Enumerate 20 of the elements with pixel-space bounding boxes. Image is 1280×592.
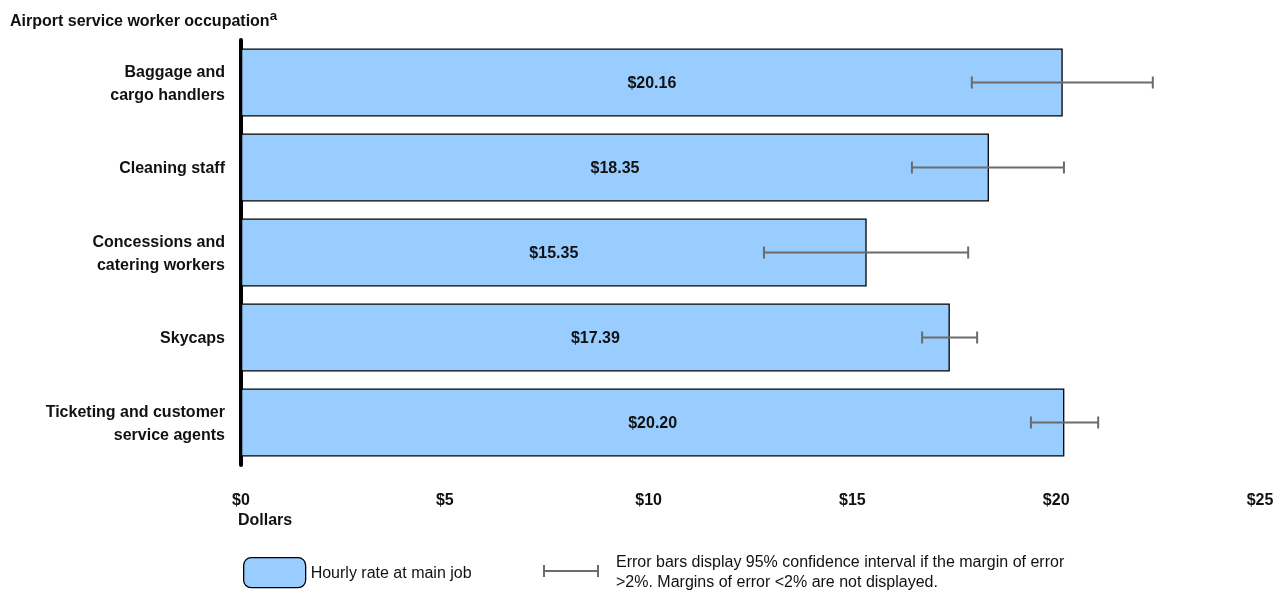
y-tick-label: Ticketing and customer service agents — [45, 402, 226, 443]
data-label: $17.39 — [570, 329, 620, 346]
x-tick-label: $0 — [232, 490, 250, 508]
x-axis-title: Dollars — [238, 511, 293, 529]
x-tick-label: $10 — [635, 490, 663, 508]
x-tick-label: $15 — [839, 490, 866, 508]
y-tick-label: Skycaps — [160, 329, 226, 346]
data-label: $20.16 — [627, 74, 677, 91]
x-tick-label: $20 — [1042, 490, 1070, 508]
text: Error bars display 95% confidence interval if the margin of error >2%. Margins of error <2% are not displayed. — [616, 552, 1066, 592]
y-tick-label: Concessions and catering workers — [92, 232, 226, 273]
data-label: $20.20 — [628, 414, 678, 431]
data-label: $15.35 — [529, 244, 579, 261]
y-tick-label: Baggage and cargo handlers — [110, 62, 226, 103]
y-axis-title: Airport service worker occupation$^{a}$ — [10, 8, 278, 31]
data-label: $18.35 — [590, 159, 640, 176]
y-tick-label: Cleaning staff — [119, 159, 226, 176]
x-tick-label: $5 — [435, 490, 454, 508]
x-tick-label: $25 — [1246, 490, 1274, 508]
legend-label: Hourly rate at main job — [310, 564, 472, 582]
